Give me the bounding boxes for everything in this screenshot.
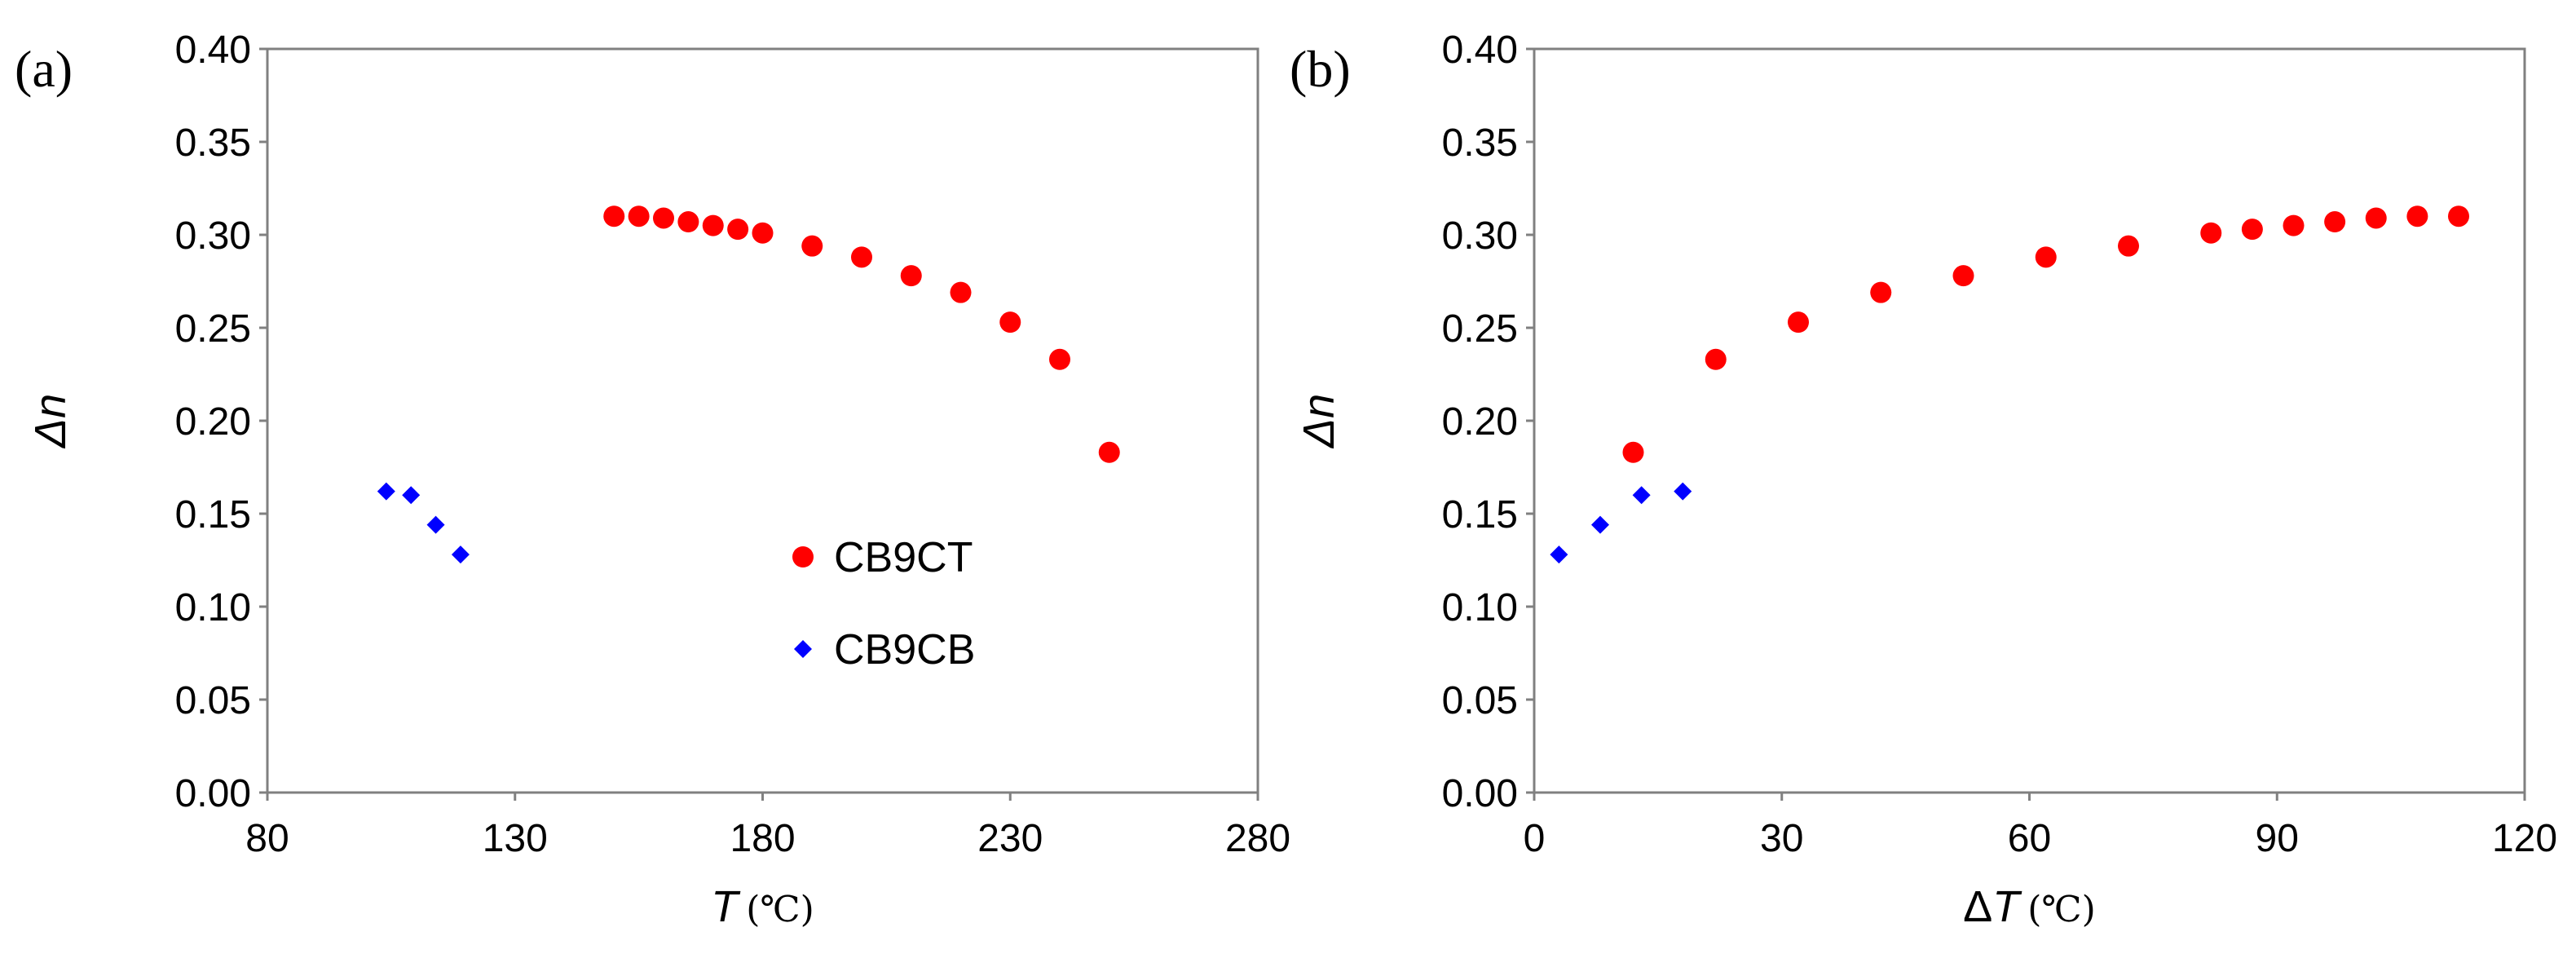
series-cb9cb — [377, 482, 470, 564]
data-point — [702, 214, 724, 236]
data-point — [677, 211, 699, 233]
y-tick-label: 0.30 — [1442, 214, 1518, 258]
legend-label-cb9cb: CB9CB — [834, 626, 975, 673]
data-point — [1788, 311, 1809, 333]
x-tick-label: 120 — [2492, 817, 2557, 860]
y-tick-label: 0.20 — [175, 400, 251, 444]
x-tick-label: 80 — [245, 817, 289, 860]
x-axis-title: T (℃) — [711, 882, 814, 931]
series-cb9cb — [1550, 482, 1692, 564]
data-point — [900, 265, 922, 287]
data-point — [950, 281, 972, 303]
data-point — [426, 515, 445, 534]
y-tick-label: 0.00 — [1442, 772, 1518, 815]
series-cb9ct — [1622, 205, 2469, 463]
data-point — [801, 235, 823, 257]
data-point — [603, 205, 625, 227]
panel-b: (b) 0.00 0.05 0.10 0.15 0.20 0.25 0.30 0.35 0.40 0… — [1290, 29, 2557, 931]
data-point — [451, 545, 470, 564]
data-point — [1550, 545, 1568, 564]
data-point — [377, 482, 395, 501]
data-point — [653, 207, 674, 229]
data-point — [752, 222, 774, 244]
y-tick-label: 0.15 — [175, 493, 251, 537]
data-point — [2200, 222, 2222, 244]
y-tick-label: 0.40 — [1442, 29, 1518, 72]
x-tick-label: 230 — [977, 817, 1043, 860]
y-tick-label: 0.20 — [1442, 400, 1518, 444]
data-point — [2241, 219, 2263, 241]
data-point — [1705, 348, 1727, 370]
data-point — [628, 205, 650, 227]
legend-label-cb9ct: CB9CT — [834, 534, 973, 581]
y-tick-label: 0.40 — [175, 29, 251, 72]
data-point — [1870, 281, 1892, 303]
data-point — [1952, 265, 1974, 287]
series-cb9ct — [603, 205, 1120, 463]
y-tick-label: 0.05 — [175, 679, 251, 722]
data-point — [851, 246, 872, 268]
data-point — [2324, 211, 2346, 233]
y-tick-label: 0.25 — [175, 307, 251, 351]
y-tick-label: 0.35 — [175, 121, 251, 165]
panel-a: (a) 0.00 0.05 0.10 0.15 0.20 0.25 0.30 0.35 0.40 8… — [15, 29, 1290, 931]
data-point — [2406, 205, 2428, 227]
plot-area-frame — [1533, 47, 2526, 794]
y-axis-title: Δn — [1295, 394, 1343, 449]
x-tick-label: 30 — [1760, 817, 1803, 860]
data-point — [1098, 441, 1120, 463]
data-point — [1622, 441, 1644, 463]
data-point — [2118, 235, 2139, 257]
y-tick-label: 0.10 — [1442, 586, 1518, 629]
y-tick-label: 0.30 — [175, 214, 251, 258]
data-point — [2448, 205, 2469, 227]
data-point — [2283, 214, 2305, 236]
panel-label: (a) — [15, 40, 73, 98]
legend: CB9CT CB9CB — [792, 534, 975, 673]
x-tick-label: 280 — [1225, 817, 1290, 860]
x-tick-label: 180 — [730, 817, 795, 860]
data-point — [1674, 482, 1692, 501]
x-axis-title: ΔT (℃) — [1963, 882, 2096, 931]
y-tick-label: 0.15 — [1442, 493, 1518, 537]
y-tick-label: 0.35 — [1442, 121, 1518, 165]
x-tick-label: 0 — [1524, 817, 1546, 860]
data-point — [402, 486, 421, 505]
x-tick-label: 130 — [483, 817, 548, 860]
data-point — [727, 219, 749, 241]
data-point — [2365, 207, 2387, 229]
y-tick-label: 0.10 — [175, 586, 251, 629]
y-tick-label: 0.05 — [1442, 679, 1518, 722]
y-tick-label: 0.25 — [1442, 307, 1518, 351]
data-point — [1632, 486, 1651, 505]
panel-label: (b) — [1290, 40, 1351, 98]
legend-marker-cb9cb — [794, 640, 812, 658]
data-point — [999, 311, 1021, 333]
data-point — [1049, 348, 1070, 370]
y-tick-label: 0.00 — [175, 772, 251, 815]
y-axis-title: Δn — [26, 394, 75, 449]
x-tick-label: 90 — [2256, 817, 2299, 860]
plot-area-frame — [266, 47, 1259, 794]
data-point — [2035, 246, 2057, 268]
x-tick-label: 60 — [2008, 817, 2051, 860]
data-point — [1591, 515, 1609, 534]
legend-marker-cb9ct — [792, 546, 814, 567]
